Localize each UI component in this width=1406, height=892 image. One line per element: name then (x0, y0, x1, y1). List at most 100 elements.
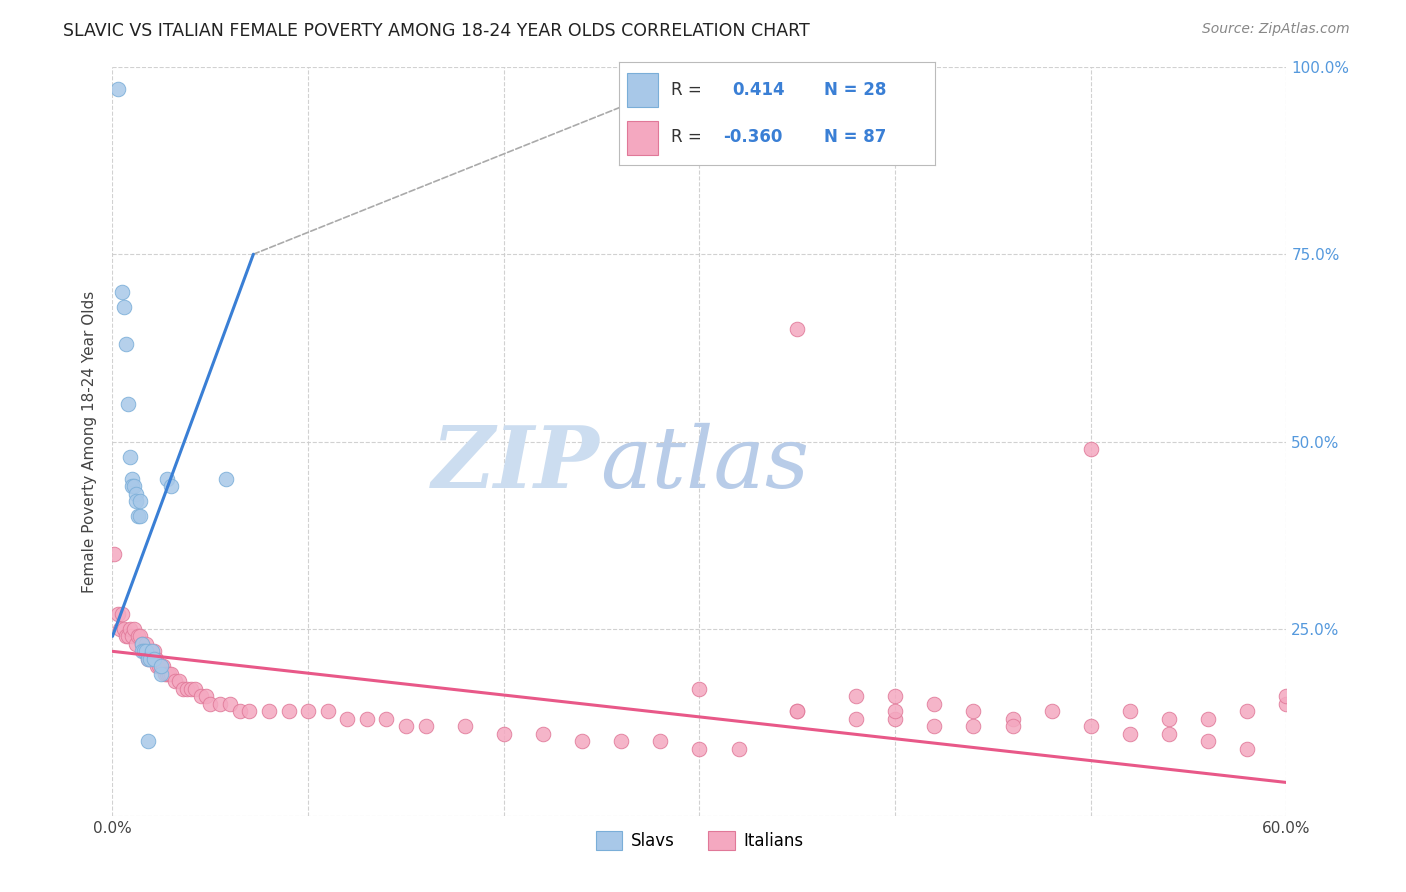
Point (152, 659, 174, 673)
Point (127, 629, 149, 643)
Point (155, 666, 177, 681)
Point (689, 681, 711, 696)
Point (228, 704, 250, 718)
Point (115, 337, 138, 351)
Point (136, 652, 159, 666)
Point (1119, 727, 1142, 741)
Point (1159, 727, 1181, 741)
Point (160, 479, 183, 493)
Point (136, 652, 159, 666)
Point (1001, 719, 1024, 733)
Point (786, 704, 808, 718)
Point (190, 690, 212, 704)
Point (453, 719, 475, 733)
Point (1080, 442, 1102, 456)
Point (148, 659, 170, 673)
Point (115, 629, 138, 643)
Point (160, 666, 183, 681)
Point (131, 644, 153, 658)
Y-axis label: Female Poverty Among 18-24 Year Olds: Female Poverty Among 18-24 Year Olds (82, 291, 97, 592)
Text: SLAVIC VS ITALIAN FEMALE POVERTY AMONG 18-24 YEAR OLDS CORRELATION CHART: SLAVIC VS ITALIAN FEMALE POVERTY AMONG 1… (63, 22, 810, 40)
Point (121, 629, 143, 643)
Point (125, 494, 148, 508)
Text: R =: R = (671, 128, 702, 146)
Point (180, 681, 202, 696)
Point (111, 607, 134, 621)
Point (924, 719, 946, 733)
Point (120, 450, 142, 464)
Point (1080, 719, 1102, 733)
Point (183, 681, 205, 696)
Point (884, 690, 907, 704)
Point (142, 644, 165, 658)
Text: ZIP: ZIP (432, 422, 600, 506)
Point (571, 734, 593, 748)
Point (786, 704, 808, 718)
Point (165, 674, 187, 689)
Point (1040, 704, 1063, 718)
Point (122, 479, 145, 493)
Point (219, 697, 242, 711)
Point (132, 644, 155, 658)
Point (138, 644, 160, 658)
Text: 0.414: 0.414 (733, 80, 785, 99)
Point (727, 741, 749, 756)
Text: N = 28: N = 28 (824, 80, 887, 99)
Point (884, 704, 907, 718)
Point (1275, 697, 1298, 711)
Point (112, 622, 135, 636)
Point (125, 637, 148, 651)
Point (131, 637, 153, 651)
Point (141, 644, 163, 658)
Point (110, 622, 132, 636)
Point (689, 741, 711, 756)
Point (172, 681, 194, 696)
Point (195, 690, 218, 704)
Point (1197, 734, 1219, 748)
Point (145, 652, 167, 666)
Point (132, 644, 155, 658)
Point (121, 479, 143, 493)
Point (128, 629, 150, 643)
Point (238, 704, 260, 718)
Point (650, 734, 672, 748)
Text: Source: ZipAtlas.com: Source: ZipAtlas.com (1202, 22, 1350, 37)
Point (884, 712, 907, 726)
FancyBboxPatch shape (627, 121, 658, 155)
Point (128, 494, 150, 508)
Point (845, 712, 868, 726)
Point (176, 681, 198, 696)
Point (125, 487, 148, 501)
Point (150, 659, 173, 673)
Point (415, 719, 437, 733)
Point (845, 690, 868, 704)
Point (111, 285, 134, 299)
Point (142, 652, 165, 666)
Point (117, 629, 139, 643)
Point (1159, 712, 1181, 726)
FancyBboxPatch shape (627, 73, 658, 106)
Point (297, 704, 319, 718)
Point (156, 472, 179, 486)
Point (107, 82, 129, 96)
Point (316, 704, 339, 718)
Point (1197, 712, 1219, 726)
Point (277, 704, 299, 718)
Point (112, 300, 135, 314)
Point (200, 697, 222, 711)
Point (1275, 690, 1298, 704)
Point (215, 472, 238, 486)
Point (962, 719, 984, 733)
Point (157, 666, 180, 681)
Point (117, 397, 139, 411)
Point (395, 719, 418, 733)
Point (1236, 704, 1258, 718)
Point (150, 659, 173, 673)
Point (531, 727, 554, 741)
Point (107, 607, 129, 621)
Point (121, 472, 143, 486)
Text: N = 87: N = 87 (824, 128, 887, 146)
Point (1001, 712, 1024, 726)
Point (141, 652, 163, 666)
Point (1236, 741, 1258, 756)
